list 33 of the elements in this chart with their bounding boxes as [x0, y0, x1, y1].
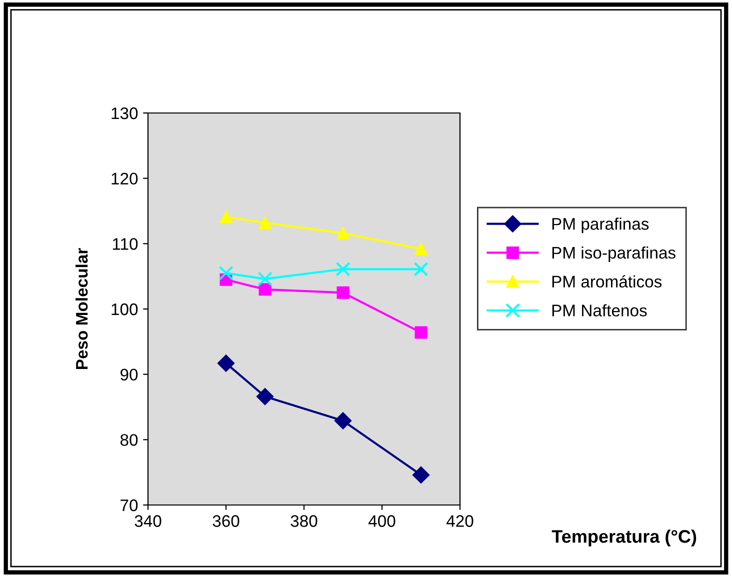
x-tick-label: 340 — [134, 515, 162, 527]
y-tick-label: 110 — [112, 238, 138, 250]
x-tick-label: 420 — [446, 515, 474, 527]
point — [258, 272, 272, 286]
x-tick-label: 380 — [290, 515, 318, 527]
point — [336, 262, 350, 276]
point — [258, 216, 272, 230]
y-tick-label: 120 — [112, 172, 138, 185]
point — [218, 266, 234, 280]
legend-label: PM parafinas — [552, 218, 649, 234]
point — [414, 262, 428, 276]
legend-label: PM iso-parafinas — [552, 246, 676, 262]
point — [414, 242, 428, 256]
y-tick-label: 130 — [112, 107, 138, 120]
point — [256, 388, 274, 406]
y-tick-label: 70 — [120, 499, 138, 512]
point — [258, 283, 272, 296]
y-tick-label: 90 — [120, 368, 138, 381]
point — [220, 210, 232, 224]
point — [336, 226, 350, 240]
x-axis-title: Temperatura (°C) — [552, 530, 696, 546]
point — [217, 354, 235, 372]
y-axis-title: Peso Molecular — [75, 248, 88, 370]
legend-label: PM Naftenos — [552, 304, 647, 316]
y-tick-label: 80 — [120, 434, 138, 446]
point — [336, 286, 350, 299]
y-tick-label: 100 — [112, 303, 138, 316]
point — [412, 466, 430, 484]
point — [414, 326, 428, 339]
x-tick-label: 360 — [212, 515, 240, 527]
point — [334, 412, 352, 430]
legend-label: PM aromáticos — [552, 275, 662, 288]
x-tick-label: 400 — [368, 515, 396, 527]
